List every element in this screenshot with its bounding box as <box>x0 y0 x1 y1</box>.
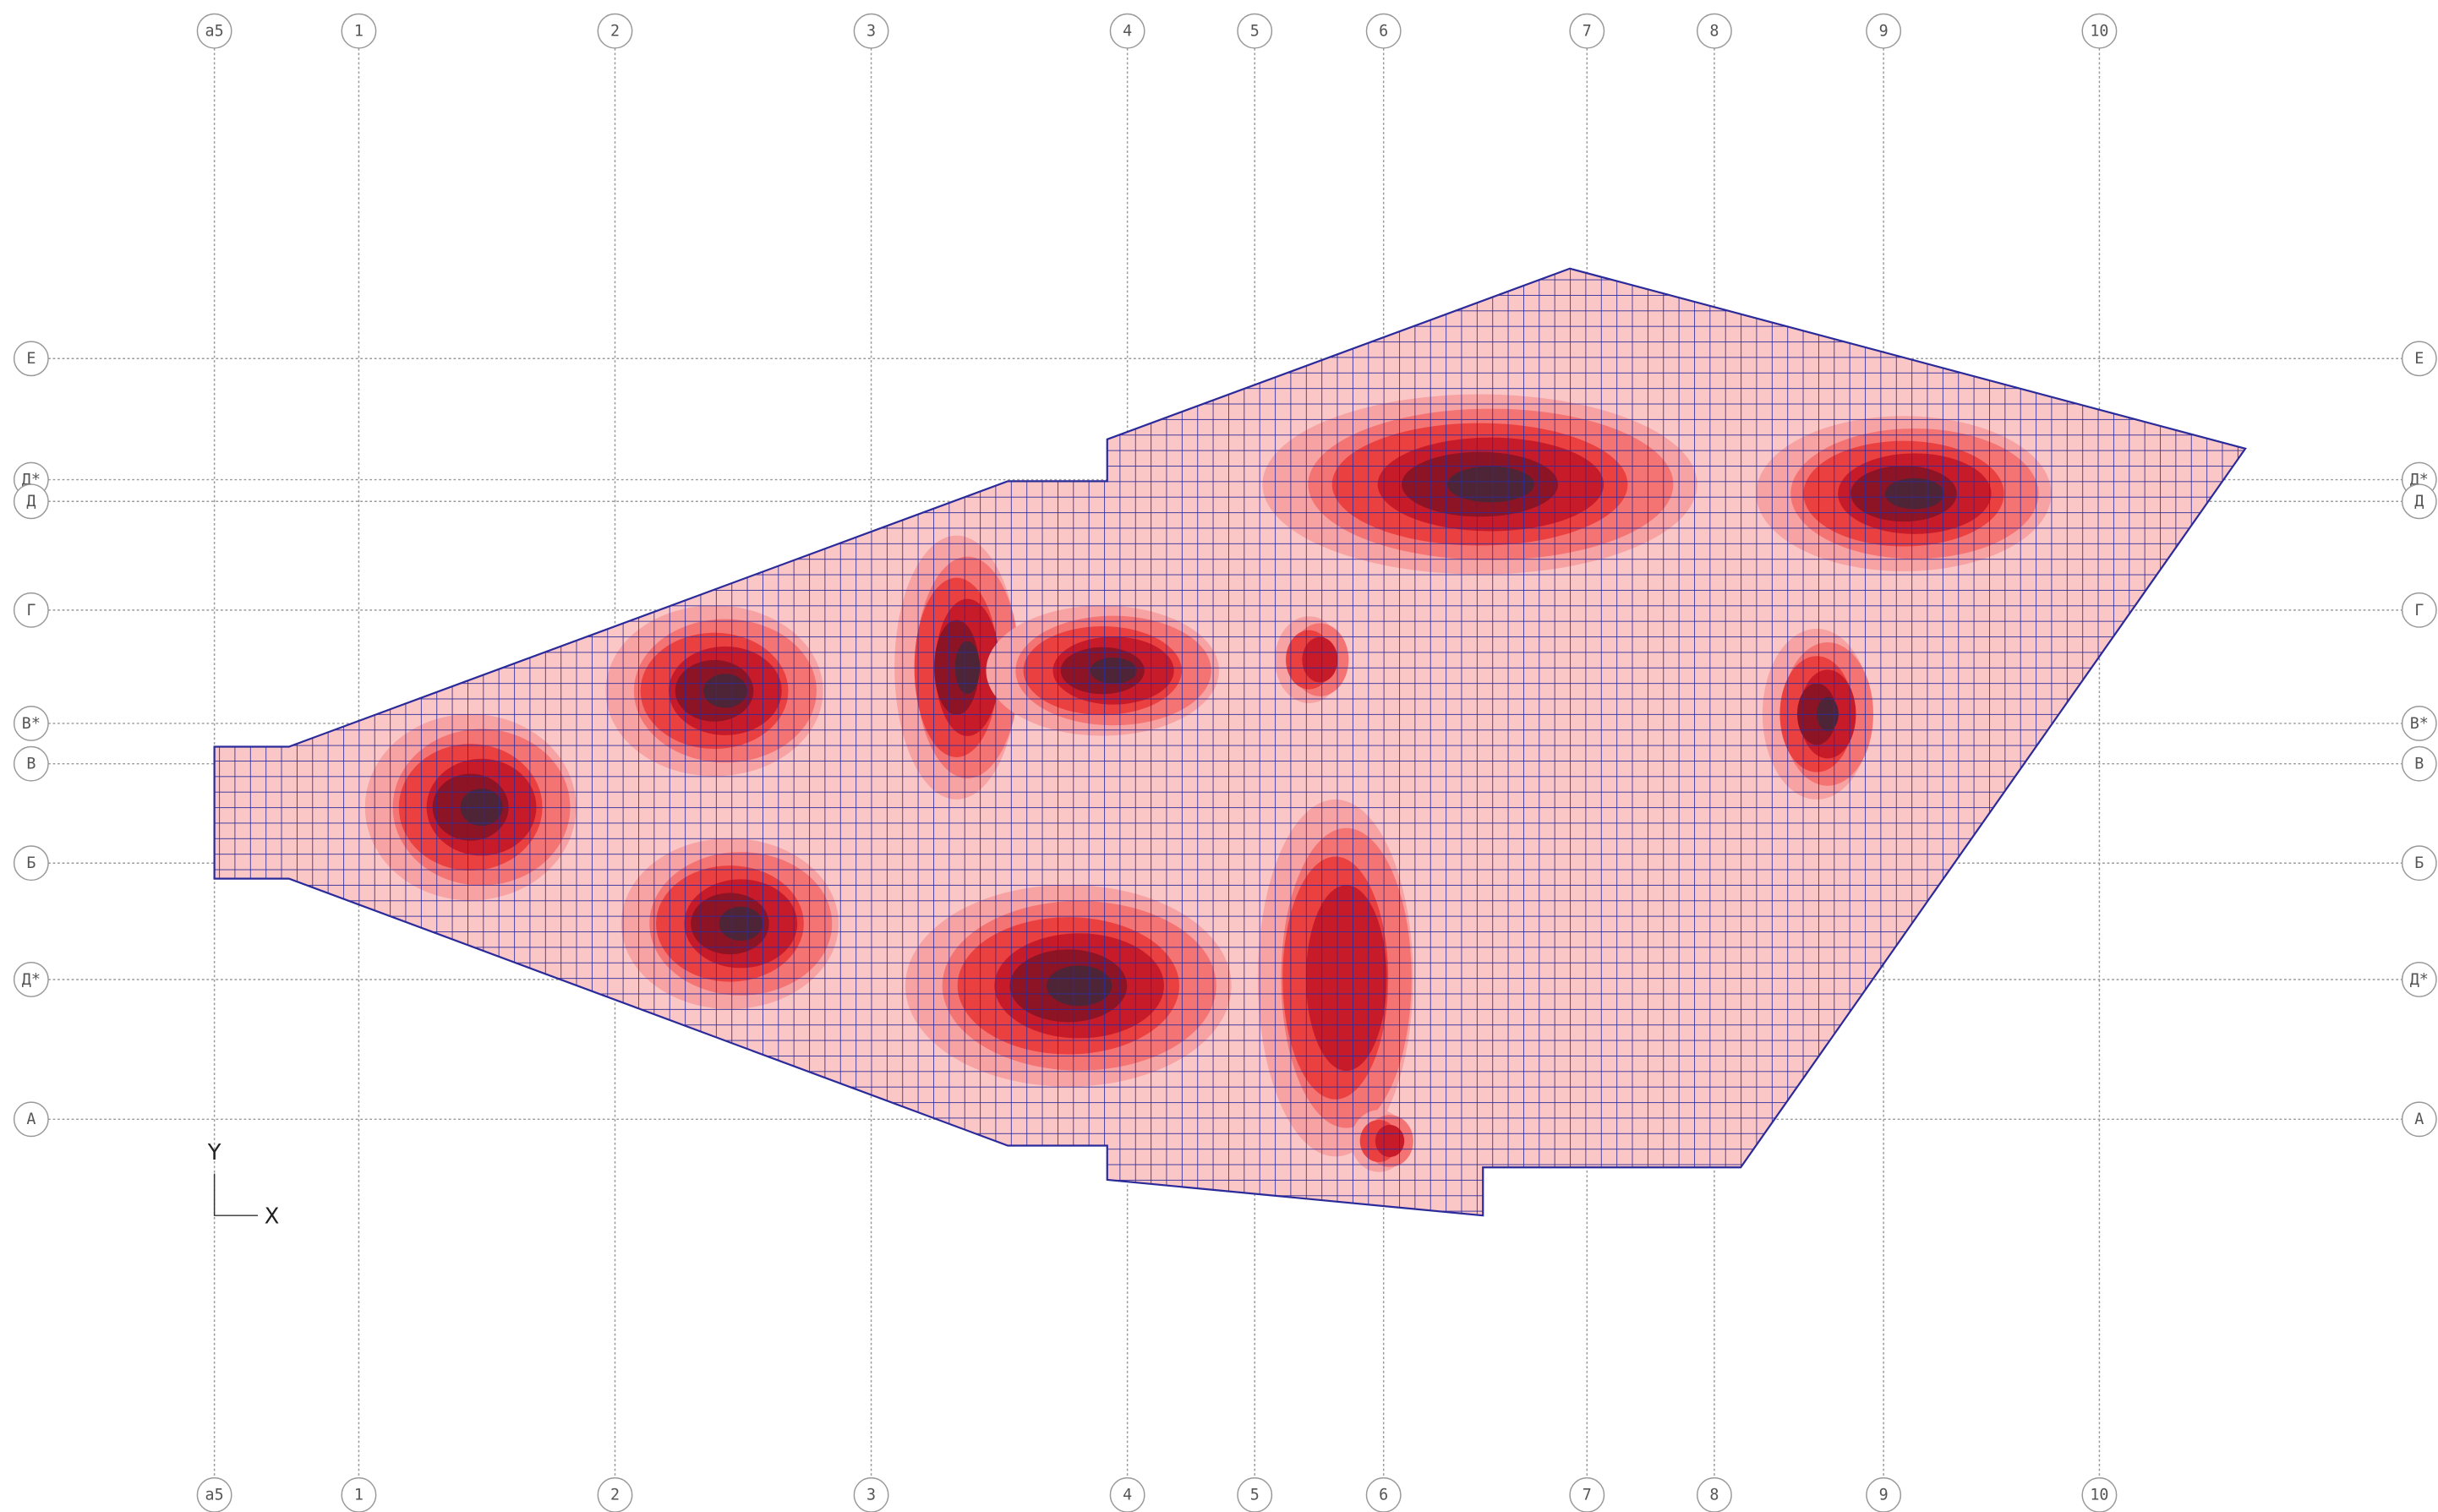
axis-label: В <box>26 756 36 773</box>
x-label: X <box>265 1204 280 1230</box>
axis-label: 8 <box>1709 1487 1719 1504</box>
axis-label: 2 <box>610 1487 620 1504</box>
axis-label: 9 <box>1879 23 1889 41</box>
axis-label: 4 <box>1123 23 1132 41</box>
axis-label: Д <box>2414 493 2424 510</box>
axis-label: В* <box>2410 715 2429 733</box>
axis-label: Д* <box>22 971 41 989</box>
slab <box>204 264 2254 1226</box>
axis-label: 4 <box>1123 1487 1132 1504</box>
fe-mesh <box>204 264 2254 1226</box>
axis-label: 7 <box>1583 1487 1592 1504</box>
axis-label: а5 <box>205 1487 224 1504</box>
drawing: а5 а5 1 1 2 2 3 3 4 4 5 5 6 6 7 7 8 8 9 9 10 10 Е Е Д* Д* Д Д Г Г В* В*… <box>0 0 2438 1512</box>
axis-label: 6 <box>1379 23 1388 41</box>
axis-label: 10 <box>2090 1487 2108 1504</box>
axis-label: Д <box>26 493 36 510</box>
axis-label: Б <box>2414 854 2424 872</box>
axis-label: В <box>2414 756 2424 773</box>
axis-label: Б <box>26 854 36 872</box>
axis-label: В* <box>22 715 41 733</box>
coordinate-system: Y X <box>207 1140 280 1229</box>
axis-label: 5 <box>1250 1487 1260 1504</box>
axis-label: 10 <box>2090 23 2108 41</box>
y-label: Y <box>207 1140 221 1165</box>
axis-label: Г <box>2414 602 2424 620</box>
axis-label: 3 <box>866 23 876 41</box>
axis-label: А <box>2414 1111 2424 1128</box>
axis-label: Д* <box>2410 971 2429 989</box>
axis-label: А <box>26 1111 36 1128</box>
axis-label: 3 <box>866 1487 876 1504</box>
axis-label: 6 <box>1379 1487 1388 1504</box>
axis-label: 5 <box>1250 23 1260 41</box>
axis-label: 7 <box>1583 23 1592 41</box>
axis-label: 2 <box>610 23 620 41</box>
axis-label: Е <box>2414 350 2424 368</box>
axis-label: 1 <box>354 1487 364 1504</box>
axis-label: Г <box>26 602 36 620</box>
axis-label: 9 <box>1879 1487 1889 1504</box>
axis-label: 8 <box>1709 23 1719 41</box>
axis-label: Е <box>26 350 36 368</box>
csys-arrows <box>215 1174 258 1216</box>
axis-label: а5 <box>205 23 224 41</box>
axis-label: 1 <box>354 23 364 41</box>
